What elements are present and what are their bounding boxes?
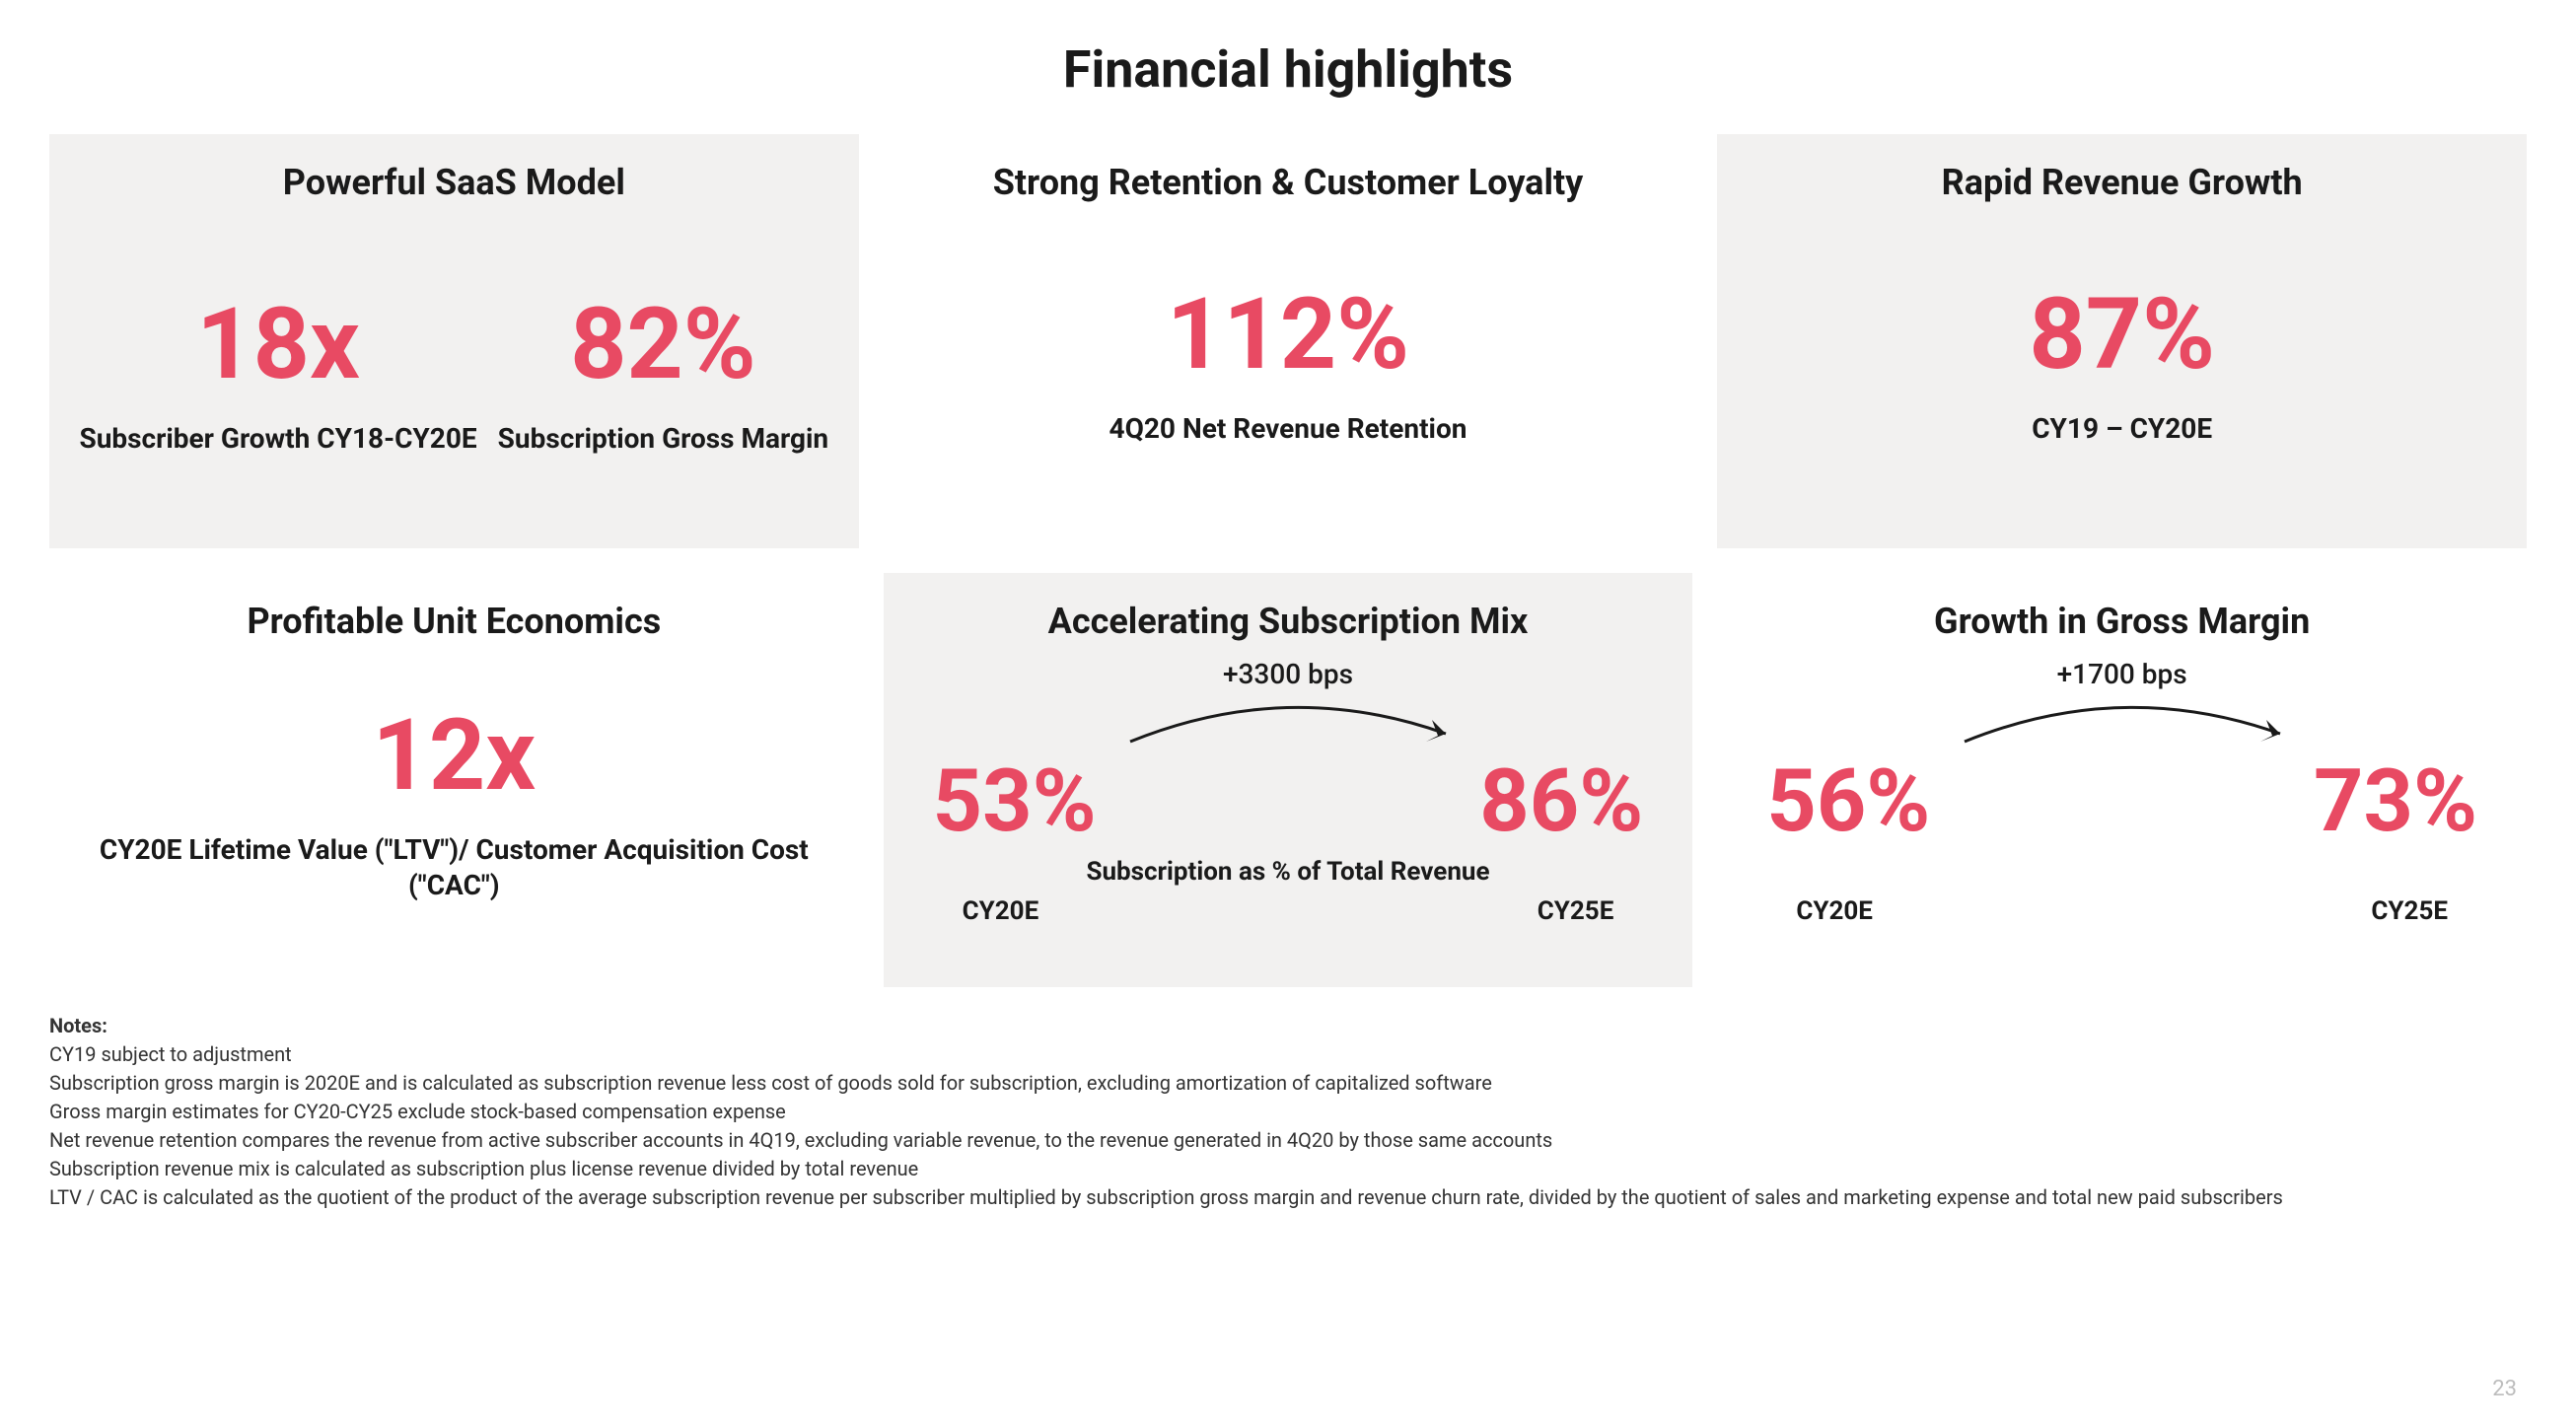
note-line: LTV / CAC is calculated as the quotient … (49, 1183, 2527, 1212)
metric-value: 87% (1737, 283, 2507, 387)
metric-row: 18x Subscriber Growth CY18-CY20E 82% Sub… (69, 293, 839, 457)
notes-block: Notes: CY19 subject to adjustment Subscr… (49, 1012, 2527, 1212)
card-revenue-growth: Rapid Revenue Growth 87% CY19 – CY20E (1717, 134, 2527, 548)
metric-label: Subscriber Growth CY18-CY20E (80, 421, 477, 457)
metric-label: 4Q20 Net Revenue Retention (903, 411, 1674, 447)
card-unit-economics: Profitable Unit Economics 12x CY20E Life… (49, 573, 859, 987)
metric-value: 82% (570, 293, 756, 396)
card-subscription-mix: Accelerating Subscription Mix +3300 bps … (884, 573, 1693, 987)
to-label: CY25E (2371, 896, 2448, 926)
metric-label: CY19 – CY20E (1737, 411, 2507, 447)
notes-heading: Notes: (49, 1012, 2527, 1040)
metric-label: Subscription Gross Margin (498, 421, 828, 457)
from-label: CY20E (1796, 896, 1873, 926)
card-saas-model: Powerful SaaS Model 18x Subscriber Growt… (49, 134, 859, 548)
metric-value: 12x (69, 704, 839, 808)
from-value: 56% (1766, 756, 1930, 847)
note-line: Subscription gross margin is 2020E and i… (49, 1069, 2527, 1098)
card-gross-margin: Growth in Gross Margin +1700 bps 56% 73%… (1717, 573, 2527, 987)
card-title: Strong Retention & Customer Loyalty (903, 162, 1674, 203)
arrow-icon (1110, 692, 1466, 747)
arrow-icon (1945, 692, 2300, 747)
card-grid: Powerful SaaS Model 18x Subscriber Growt… (49, 134, 2527, 987)
from-label: CY20E (963, 896, 1039, 926)
slide-title: Financial highlights (49, 39, 2527, 100)
bps-label: +3300 bps (1223, 658, 1353, 690)
bps-label: +1700 bps (2057, 658, 2187, 690)
note-line: CY19 subject to adjustment (49, 1040, 2527, 1069)
from-value: 53% (933, 756, 1097, 847)
to-value: 73% (2314, 756, 2477, 847)
card-title: Accelerating Subscription Mix (903, 601, 1674, 642)
mid-label: Subscription as % of Total Revenue (903, 857, 1674, 888)
page-number: 23 (2492, 1377, 2517, 1401)
to-label: CY25E (1538, 896, 1614, 926)
metric-label: CY20E Lifetime Value ("LTV")/ Customer A… (69, 832, 839, 904)
to-value: 86% (1479, 756, 1643, 847)
note-line: Subscription revenue mix is calculated a… (49, 1155, 2527, 1183)
note-line: Gross margin estimates for CY20-CY25 exc… (49, 1098, 2527, 1126)
metric-value: 18x (196, 293, 360, 396)
card-title: Growth in Gross Margin (1737, 601, 2507, 642)
card-retention: Strong Retention & Customer Loyalty 112%… (884, 134, 1693, 548)
card-title: Rapid Revenue Growth (1737, 162, 2507, 203)
note-line: Net revenue retention compares the reven… (49, 1126, 2527, 1155)
metric-value: 112% (903, 283, 1674, 387)
card-title: Profitable Unit Economics (69, 601, 839, 642)
card-title: Powerful SaaS Model (69, 162, 839, 203)
